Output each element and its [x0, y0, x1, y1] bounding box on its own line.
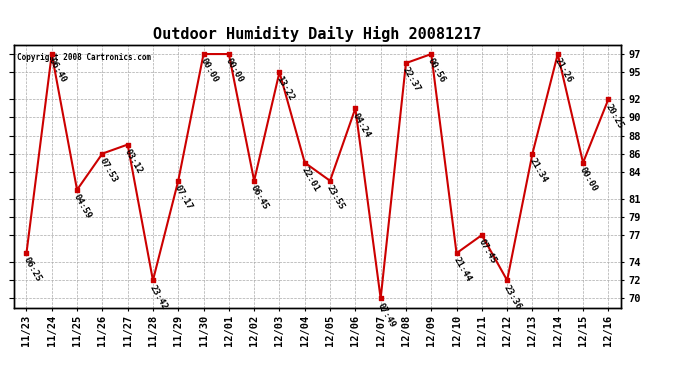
Point	[72, 187, 83, 193]
Text: 23:42: 23:42	[148, 283, 169, 311]
Point	[476, 232, 487, 238]
Text: 21:34: 21:34	[527, 156, 549, 184]
Point	[122, 142, 133, 148]
Text: 06:25: 06:25	[21, 256, 43, 284]
Point	[375, 296, 386, 302]
Text: 00:00: 00:00	[578, 165, 600, 193]
Point	[97, 151, 108, 157]
Text: 20:25: 20:25	[603, 102, 624, 130]
Text: 22:01: 22:01	[299, 165, 321, 193]
Text: 07:53: 07:53	[97, 156, 119, 184]
Point	[248, 178, 259, 184]
Point	[400, 60, 411, 66]
Text: 21:26: 21:26	[553, 57, 574, 85]
Point	[172, 178, 184, 184]
Point	[21, 250, 32, 256]
Text: 21:44: 21:44	[451, 256, 473, 284]
Point	[198, 51, 209, 57]
Text: 00:56: 00:56	[426, 57, 448, 85]
Text: 06:40: 06:40	[47, 57, 68, 85]
Text: Copyright 2008 Cartronics.com: Copyright 2008 Cartronics.com	[17, 53, 151, 62]
Point	[451, 250, 462, 256]
Point	[274, 69, 285, 75]
Point	[299, 160, 310, 166]
Text: 07:45: 07:45	[477, 238, 498, 266]
Title: Outdoor Humidity Daily High 20081217: Outdoor Humidity Daily High 20081217	[153, 27, 482, 42]
Point	[224, 51, 235, 57]
Text: 04:24: 04:24	[351, 111, 372, 139]
Point	[552, 51, 563, 57]
Text: 00:00: 00:00	[199, 57, 220, 85]
Text: 23:55: 23:55	[325, 183, 346, 211]
Text: 00:00: 00:00	[224, 57, 245, 85]
Text: 13:22: 13:22	[275, 75, 296, 103]
Text: 06:45: 06:45	[249, 183, 270, 211]
Point	[46, 51, 57, 57]
Point	[603, 96, 614, 102]
Text: 03:12: 03:12	[123, 147, 144, 175]
Text: 07:17: 07:17	[173, 183, 195, 211]
Point	[324, 178, 335, 184]
Point	[426, 51, 437, 57]
Text: 04:59: 04:59	[72, 193, 93, 220]
Text: 22:37: 22:37	[401, 66, 422, 94]
Point	[527, 151, 538, 157]
Point	[148, 278, 159, 284]
Text: 07:49: 07:49	[375, 301, 397, 329]
Point	[578, 160, 589, 166]
Text: 23:36: 23:36	[502, 283, 524, 311]
Point	[350, 105, 361, 111]
Point	[502, 278, 513, 284]
